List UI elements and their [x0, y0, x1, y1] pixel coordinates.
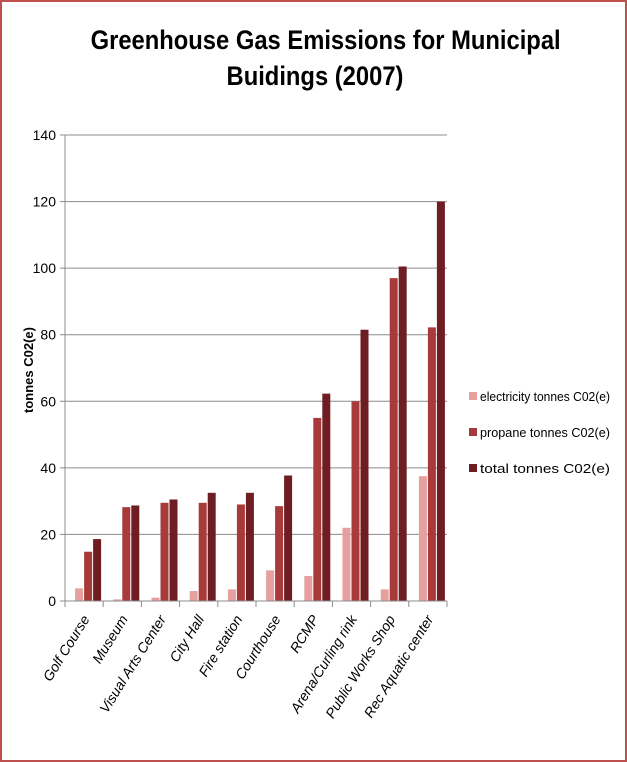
bar: [304, 576, 313, 601]
bar: [284, 475, 293, 601]
bar: [160, 502, 169, 601]
bar: [360, 329, 369, 601]
bar: [436, 201, 445, 602]
bar: [84, 551, 93, 601]
y-axis-title: tonnes C02(e): [21, 327, 36, 413]
legend-swatch: [469, 392, 477, 400]
x-tick-label: Golf Course: [39, 612, 92, 684]
y-tick-label: 60: [40, 393, 56, 409]
bar: [380, 589, 389, 601]
y-tick-label: 40: [40, 460, 56, 476]
y-tick-label: 120: [33, 194, 57, 210]
bars: [75, 201, 445, 602]
bar: [322, 393, 331, 601]
bar: [198, 502, 207, 601]
x-tick-label: Arena/Curling rink: [287, 611, 361, 716]
y-axis: 0 20 40 60 80 100 120 140: [33, 127, 66, 609]
y-tick-label: 140: [33, 127, 57, 143]
bar: [227, 589, 236, 601]
bar: [131, 505, 140, 601]
x-tick-label: Rec Aquatic center: [360, 611, 437, 720]
bar: [275, 506, 284, 601]
x-tick-label: City Hall: [166, 611, 208, 664]
legend-swatch: [469, 428, 477, 436]
y-tick-label: 0: [48, 593, 56, 609]
x-tick-label: Museum: [89, 612, 131, 666]
bar: [236, 504, 245, 601]
y-tick-label: 80: [40, 327, 56, 343]
y-tick-label: 20: [40, 526, 56, 542]
bar: [418, 476, 427, 601]
bar: [427, 327, 436, 601]
bar: [151, 597, 160, 601]
bar: [313, 417, 322, 601]
bar: [351, 401, 360, 601]
bar: [93, 539, 102, 601]
bar: [75, 588, 84, 601]
legend-swatch: [469, 464, 477, 472]
chart-title-line-2: Buidings (2007): [226, 61, 404, 91]
bar: [122, 507, 131, 601]
bar: [342, 527, 351, 601]
legend-label: total tonnes C02(e): [480, 461, 610, 476]
bar: [169, 499, 178, 601]
x-tick-label: RCMP: [286, 612, 322, 656]
chart-title: Greenhouse Gas Emissions for Municipal B…: [90, 22, 561, 94]
legend-label: propane tonnes C02(e): [480, 425, 610, 440]
x-tick-label: Public Works Shop: [322, 612, 398, 721]
chart-title-line-1: Greenhouse Gas Emissions for Municipal: [90, 25, 561, 55]
y-tick-label: 100: [33, 260, 57, 276]
bar: [245, 492, 254, 601]
bar: [389, 278, 398, 601]
bar: [207, 492, 216, 601]
legend: electricity tonnes C02(e) propane tonnes …: [469, 389, 610, 476]
legend-label: electricity tonnes C02(e): [480, 389, 610, 404]
bar: [113, 599, 122, 601]
bar: [189, 591, 198, 601]
bar: [266, 570, 275, 601]
bar: [398, 266, 407, 601]
